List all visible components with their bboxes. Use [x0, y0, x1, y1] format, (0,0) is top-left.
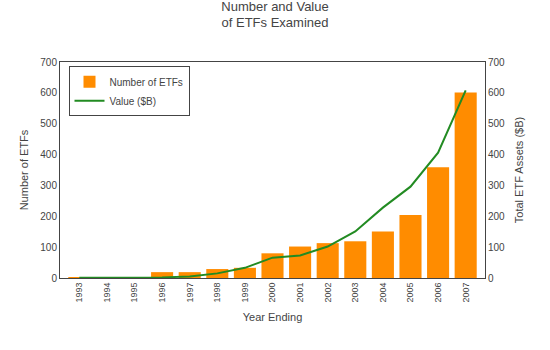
svg-text:1997: 1997	[185, 283, 195, 303]
svg-text:300: 300	[488, 180, 505, 191]
svg-text:600: 600	[40, 87, 57, 98]
svg-text:Number of ETFs: Number of ETFs	[18, 129, 30, 210]
svg-text:100: 100	[488, 242, 505, 253]
svg-text:1993: 1993	[74, 283, 84, 303]
svg-text:Number of ETFs: Number of ETFs	[110, 77, 183, 88]
svg-text:1995: 1995	[129, 283, 139, 303]
svg-text:700: 700	[488, 57, 505, 68]
svg-text:2004: 2004	[378, 283, 388, 303]
svg-text:500: 500	[40, 118, 57, 129]
svg-text:200: 200	[40, 211, 57, 222]
svg-text:0: 0	[51, 273, 57, 284]
svg-text:Number and Valueof ETFs Examin: Number and Valueof ETFs Examined	[221, 0, 328, 30]
svg-text:400: 400	[40, 149, 57, 160]
svg-text:300: 300	[40, 180, 57, 191]
svg-text:1999: 1999	[240, 283, 250, 303]
svg-text:700: 700	[40, 57, 57, 68]
svg-text:1998: 1998	[212, 283, 222, 303]
svg-text:2001: 2001	[295, 283, 305, 303]
svg-text:1996: 1996	[157, 283, 167, 303]
svg-text:1994: 1994	[102, 283, 112, 303]
svg-text:Year Ending: Year Ending	[243, 311, 303, 323]
svg-text:Value ($B): Value ($B)	[110, 96, 157, 107]
svg-text:400: 400	[488, 149, 505, 160]
svg-text:2006: 2006	[433, 283, 443, 303]
svg-text:2002: 2002	[323, 283, 333, 303]
svg-text:500: 500	[488, 118, 505, 129]
svg-text:100: 100	[40, 242, 57, 253]
svg-text:200: 200	[488, 211, 505, 222]
svg-text:600: 600	[488, 87, 505, 98]
svg-text:0: 0	[488, 273, 494, 284]
svg-text:2003: 2003	[350, 283, 360, 303]
svg-text:2000: 2000	[267, 283, 277, 303]
svg-text:2005: 2005	[405, 283, 415, 303]
svg-text:Total ETF Assets ($B): Total ETF Assets ($B)	[513, 117, 525, 223]
svg-text:2007: 2007	[461, 283, 471, 303]
